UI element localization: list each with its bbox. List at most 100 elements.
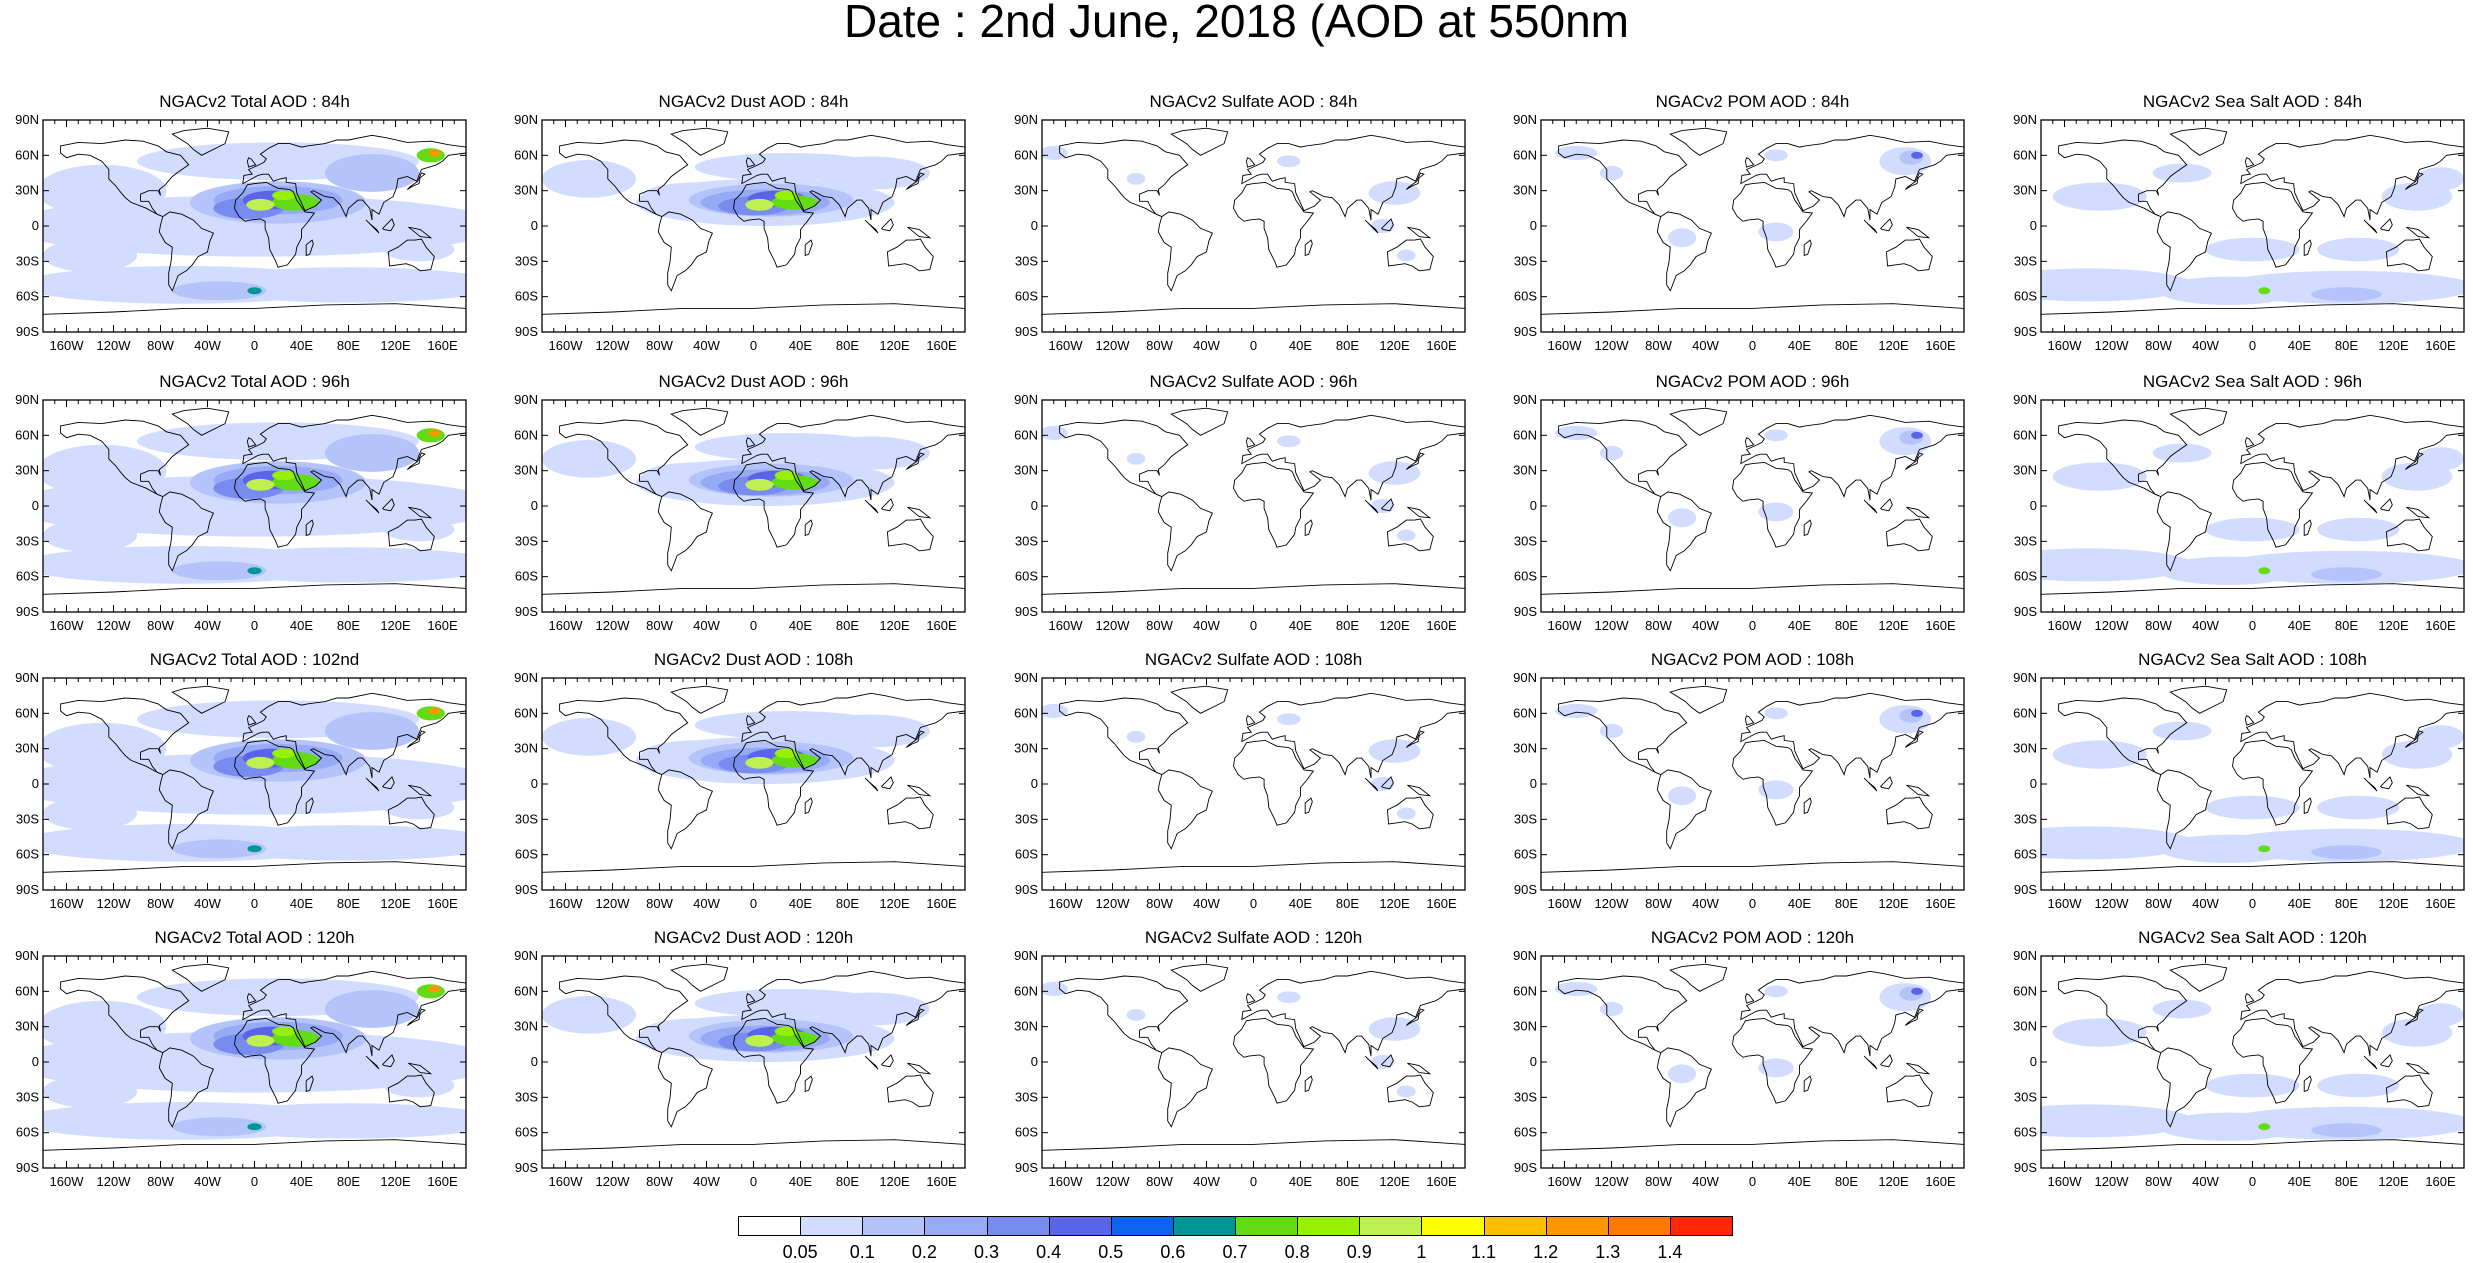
lon-tick-label: 80W (646, 618, 673, 633)
lon-tick-label: 0 (1749, 896, 1756, 911)
lon-tick-label: 120W (2095, 896, 2130, 911)
lat-tick-label: 60N (514, 427, 538, 442)
aod-plume (774, 470, 799, 481)
lat-tick-label: 60N (2013, 705, 2037, 720)
coastline (1879, 1054, 1893, 1068)
aod-field (1042, 956, 1465, 1168)
panel-title: NGACv2 Sulfate AOD : 96h (1149, 372, 1358, 391)
coastline (406, 1008, 426, 1026)
colorbar-label: 0.4 (1036, 1242, 1062, 1262)
coastline (559, 419, 689, 498)
lat-tick-label: 60N (15, 427, 39, 442)
lat-tick-label: 30S (515, 1089, 538, 1104)
aod-plume (1126, 173, 1146, 185)
lon-tick-label: 40E (1289, 338, 1312, 353)
lat-tick-label: 60S (515, 847, 538, 862)
coastline (2232, 461, 2314, 548)
coastline (864, 777, 879, 792)
aod-plume (272, 470, 296, 481)
lat-tick-label: 0 (2030, 776, 2037, 791)
aod-plume (172, 281, 267, 301)
lon-tick-label: 80W (147, 1174, 174, 1189)
lat-tick-label: 60N (1014, 147, 1038, 162)
coastline (804, 519, 813, 537)
aod-field (2041, 400, 2464, 612)
lat-tick-label: 90S (1514, 324, 1537, 339)
coastline (1803, 797, 1812, 815)
coastline (2379, 498, 2393, 512)
lon-tick-label: 40E (2288, 338, 2311, 353)
coastline (234, 181, 316, 268)
lon-tick-label: 160W (2048, 896, 2083, 911)
aod-plume (2158, 276, 2300, 305)
coastline (1364, 219, 1379, 234)
aod-plume (1758, 1058, 1794, 1078)
aod-plume (43, 238, 137, 272)
map-panel-total-row1: NGACv2 Total AOD : 84h 90N 60N 30N 0 30S 60S 90… (0, 92, 483, 366)
aod-plume (43, 164, 167, 217)
aod-plume (383, 795, 455, 820)
colorbar-swatch (1483, 1216, 1547, 1236)
lon-tick-label: 0 (750, 1174, 757, 1189)
lon-tick-label: 80W (1645, 338, 1672, 353)
coastline (1245, 437, 1256, 448)
lon-tick-label: 160W (1548, 896, 1583, 911)
colorbar-swatch (800, 1216, 864, 1236)
coastline (657, 491, 713, 572)
lon-tick-label: 120E (380, 618, 411, 633)
aod-plume (2258, 287, 2271, 295)
lon-tick-label: 120E (380, 896, 411, 911)
coastline (246, 157, 257, 168)
lon-tick-label: 120E (879, 338, 910, 353)
coastline (542, 583, 965, 612)
lon-tick-label: 160W (549, 338, 584, 353)
lon-tick-label: 80W (147, 338, 174, 353)
aod-plume (1599, 445, 1624, 461)
coastline (2363, 499, 2378, 514)
aod-plume (1126, 1009, 1146, 1021)
lat-tick-label: 60S (515, 1125, 538, 1140)
map-panel-pom-row2: NGACv2 POM AOD : 96h 90N 60N 30N 0 30S 60S 90S 1… (1498, 372, 1981, 646)
aod-plume (43, 475, 466, 537)
lon-tick-label: 120W (2095, 338, 2130, 353)
coastline (1906, 784, 1931, 797)
coastline (733, 181, 815, 268)
aod-plume (1396, 249, 1416, 262)
aod-plume (2041, 548, 2194, 582)
aod-plume (1667, 786, 1697, 806)
aod-plume (1042, 145, 1068, 161)
lat-tick-label: 90S (2014, 324, 2037, 339)
coastline (1904, 1008, 1924, 1026)
coastline (2244, 437, 2255, 448)
coastline (1386, 1074, 1434, 1108)
colorbar-swatch (1359, 1216, 1423, 1236)
coastline (246, 715, 257, 726)
aod-plume (1911, 987, 1923, 995)
lon-tick-label: 120W (1595, 896, 1630, 911)
lon-tick-label: 40E (1289, 1174, 1312, 1189)
coastline (733, 739, 815, 826)
coastline (1407, 1062, 1432, 1075)
lat-tick-label: 30N (1014, 741, 1038, 756)
coastline (2303, 1075, 2312, 1093)
aod-plume (1758, 502, 1794, 522)
coastline (242, 692, 466, 779)
coastline (745, 993, 756, 1004)
lon-tick-label: 40E (1788, 338, 1811, 353)
lon-tick-label: 80E (337, 1174, 360, 1189)
coastline (1558, 139, 1688, 218)
lon-tick-label: 40W (1692, 1174, 1719, 1189)
colorbar-label: 0.9 (1346, 1242, 1372, 1262)
lon-tick-label: 0 (1250, 1174, 1257, 1189)
lon-tick-label: 80E (836, 1174, 859, 1189)
lon-tick-label: 40E (1289, 896, 1312, 911)
aod-plume (1371, 776, 1395, 792)
coastline (657, 211, 713, 292)
lon-tick-label: 160W (1049, 618, 1084, 633)
lon-tick-label: 120W (1096, 618, 1131, 633)
coastline (1879, 218, 1893, 232)
aod-plume (542, 440, 636, 478)
lon-tick-label: 120E (2378, 896, 2409, 911)
lon-tick-label: 40W (194, 618, 221, 633)
